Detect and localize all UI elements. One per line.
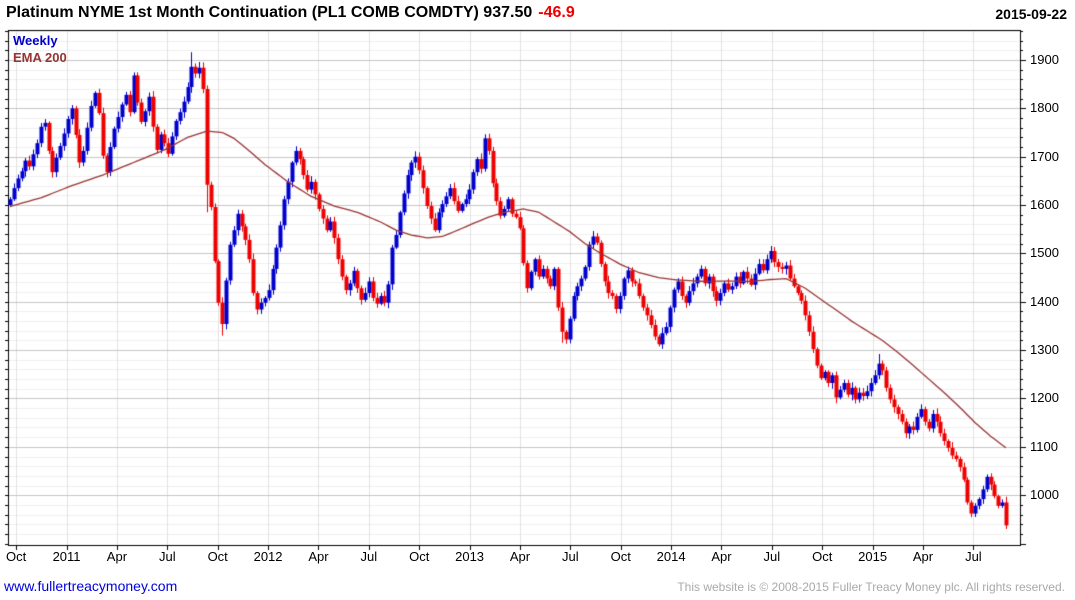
x-axis-label: Apr [308, 549, 329, 564]
x-axis-label: Oct [409, 549, 430, 564]
legend-frequency-label: Weekly [13, 33, 58, 48]
x-axis-label: Apr [711, 549, 732, 564]
x-axis-label: Oct [207, 549, 228, 564]
footer-copyright: This website is © 2008-2015 Fuller Treac… [677, 580, 1065, 594]
x-axis-label: Oct [812, 549, 833, 564]
x-axis-label: 2013 [455, 549, 485, 564]
y-axis-label: 1100 [1030, 438, 1058, 454]
x-axis-label: 2012 [253, 549, 283, 564]
y-axis-label: 1000 [1030, 487, 1059, 503]
y-axis-label: 1600 [1030, 197, 1059, 213]
legend-ema-label: EMA 200 [13, 50, 67, 65]
y-axis-label: 1300 [1030, 342, 1059, 358]
x-axis-label: Apr [509, 549, 531, 564]
y-axis-label: 1800 [1030, 100, 1059, 116]
x-axis-label: 2011 [52, 549, 81, 564]
x-axis-label: Jul [763, 549, 781, 564]
y-axis-label: 1900 [1030, 51, 1059, 67]
x-axis-label: Jul [965, 549, 982, 564]
y-axis-label: 1500 [1030, 245, 1059, 261]
x-axis-label: Jul [360, 549, 378, 564]
x-axis-label: Oct [610, 549, 631, 564]
y-axis-label: 1400 [1030, 293, 1059, 309]
y-axis-label: 1200 [1030, 390, 1059, 406]
x-axis-label: Apr [912, 549, 934, 564]
footer-site-link[interactable]: www.fullertreacymoney.com [4, 578, 178, 594]
x-axis-label: Apr [106, 549, 128, 564]
x-axis-label: 2015 [858, 549, 888, 564]
x-axis-label: 2014 [656, 549, 686, 564]
x-axis-label: Jul [159, 549, 176, 564]
price-chart-canvas[interactable] [0, 0, 1075, 572]
x-axis-label: Jul [562, 549, 579, 564]
y-axis-label: 1700 [1030, 148, 1059, 164]
x-axis-label: Oct [6, 549, 27, 564]
